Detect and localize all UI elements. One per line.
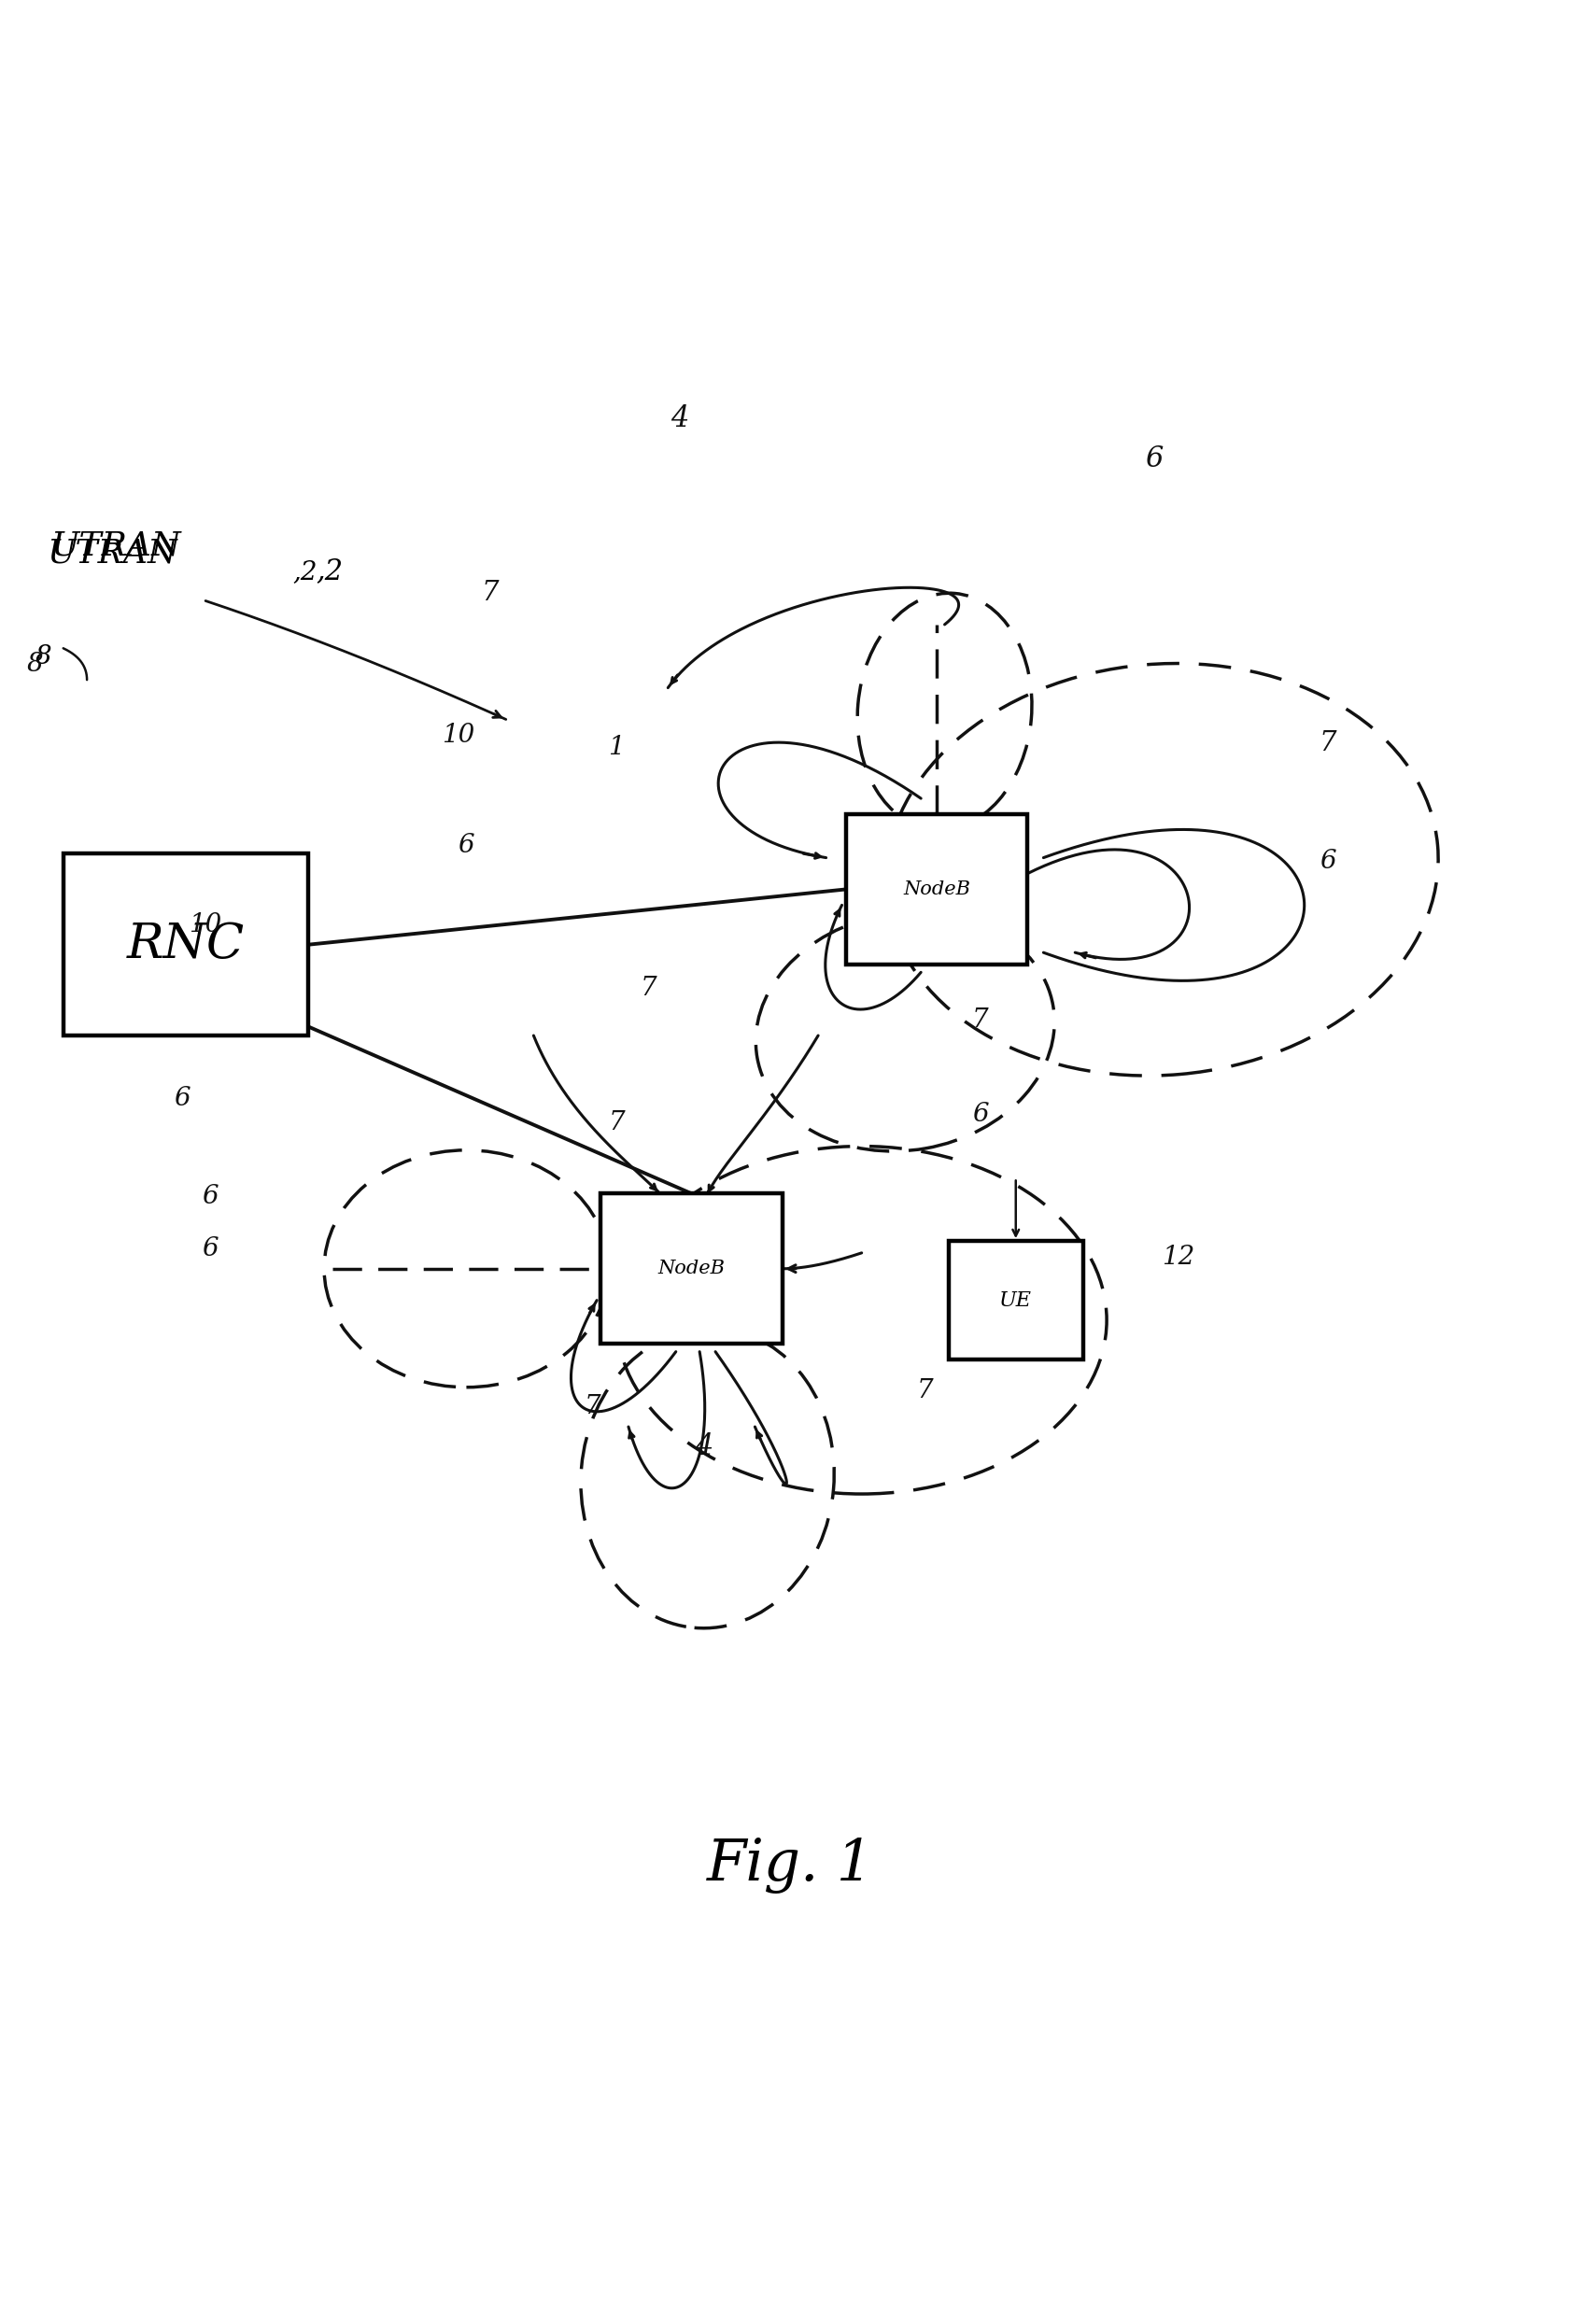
- Text: 10: 10: [190, 913, 221, 937]
- Text: 8: 8: [35, 644, 51, 669]
- Text: 7: 7: [640, 976, 656, 1002]
- Text: 7: 7: [585, 1394, 601, 1420]
- Bar: [846, 813, 1028, 964]
- Text: 7: 7: [1320, 730, 1336, 755]
- Text: UE: UE: [999, 1290, 1032, 1311]
- Text: 6: 6: [202, 1236, 218, 1262]
- Text: ,2: ,2: [316, 555, 343, 586]
- Text: Fig. 1: Fig. 1: [707, 1838, 874, 1894]
- Text: 12: 12: [1162, 1243, 1194, 1269]
- Bar: [949, 1241, 1083, 1360]
- Text: 7: 7: [917, 1378, 933, 1404]
- Text: 7: 7: [482, 581, 498, 607]
- Text: 8: 8: [27, 651, 43, 676]
- Text: 6: 6: [202, 1185, 218, 1208]
- Text: 6: 6: [458, 834, 474, 858]
- Text: 4: 4: [670, 404, 689, 435]
- Text: 1: 1: [609, 734, 624, 760]
- Text: 6: 6: [1145, 444, 1164, 474]
- Bar: [601, 1195, 783, 1343]
- Text: RNC: RNC: [126, 920, 245, 969]
- Text: 10: 10: [443, 723, 474, 748]
- Bar: [63, 853, 308, 1037]
- Text: 6: 6: [972, 1102, 988, 1127]
- Text: 4: 4: [694, 1432, 713, 1462]
- Text: ,2: ,2: [292, 560, 318, 586]
- Text: NodeB: NodeB: [903, 881, 971, 897]
- Text: 7: 7: [609, 1111, 624, 1134]
- Text: 6: 6: [174, 1085, 190, 1111]
- Text: NodeB: NodeB: [658, 1260, 726, 1278]
- Text: UTRAN: UTRAN: [51, 530, 180, 562]
- Text: UTRAN: UTRAN: [47, 537, 177, 569]
- Text: 6: 6: [1320, 848, 1336, 874]
- Text: 7: 7: [972, 1006, 988, 1032]
